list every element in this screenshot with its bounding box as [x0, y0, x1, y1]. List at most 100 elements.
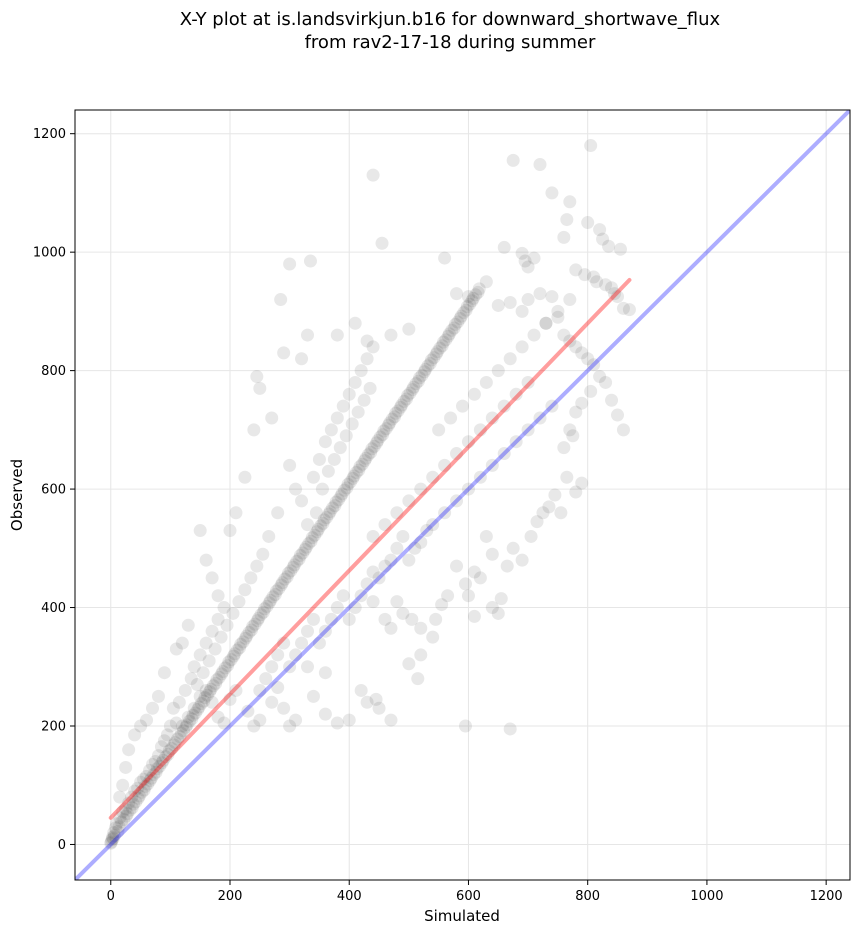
scatter-point: [587, 270, 601, 284]
one-to-one-line: [75, 110, 850, 880]
scatter-point: [342, 612, 356, 626]
scatter-point: [115, 815, 128, 829]
scatter-point: [280, 570, 294, 584]
scatter-point: [378, 559, 392, 573]
scatter-point: [360, 695, 374, 709]
scatter-point: [349, 465, 363, 479]
scatter-point: [438, 251, 452, 265]
scatter-point: [283, 660, 297, 674]
scatter-point: [228, 647, 242, 661]
scatter-point: [299, 540, 313, 554]
scatter-point: [154, 740, 168, 754]
scatter-point: [120, 807, 134, 821]
chart-subtitle: from rav2-17-18 during summer: [305, 32, 596, 53]
scatter-point: [253, 381, 267, 395]
scatter-point: [479, 375, 493, 389]
scatter-point: [227, 649, 241, 663]
scatter-point: [122, 743, 136, 757]
scatter-point: [185, 712, 199, 726]
scatter-point: [306, 470, 320, 484]
scatter-point: [337, 483, 351, 497]
scatter-point: [351, 405, 365, 419]
scatter-point: [193, 648, 207, 662]
scatter-point: [485, 547, 499, 561]
scatter-point: [527, 251, 541, 265]
scatter-point: [494, 592, 508, 606]
scatter-point: [289, 482, 303, 496]
scatter-point: [371, 434, 385, 448]
scatter-point: [159, 750, 173, 764]
scatter-point: [199, 553, 213, 567]
scatter-point: [373, 430, 387, 444]
scatter-point: [106, 832, 120, 846]
scatter-point: [125, 801, 139, 815]
scatter-point: [339, 429, 353, 443]
scatter-point: [174, 726, 188, 740]
scatter-point: [333, 441, 347, 455]
scatter-point: [128, 784, 142, 798]
scatter-point: [472, 282, 486, 296]
scatter-point: [292, 552, 306, 566]
scatter-point: [506, 153, 520, 167]
scatter-point: [140, 713, 154, 727]
scatter-point: [465, 294, 479, 308]
scatter-point: [169, 716, 183, 730]
scatter-point: [262, 529, 276, 543]
scatter-point: [584, 384, 598, 398]
scatter-point: [262, 596, 276, 610]
scatter-point: [491, 364, 505, 378]
scatter-point: [429, 347, 443, 361]
scatter-point: [137, 783, 151, 797]
scatter-point: [274, 293, 288, 307]
scatter-point: [181, 618, 195, 632]
scatter-point: [503, 722, 517, 736]
scatter-point: [375, 236, 389, 250]
scatter-point: [515, 340, 529, 354]
scatter-point: [539, 316, 553, 330]
scatter-point: [419, 362, 433, 376]
scatter-point: [286, 560, 300, 574]
scatter-point: [283, 719, 297, 733]
scatter-point: [402, 322, 416, 336]
scatter-point: [605, 393, 619, 407]
scatter-point: [190, 678, 204, 692]
scatter-point: [323, 505, 337, 519]
scatter-point: [290, 554, 304, 568]
scatter-point: [322, 507, 336, 521]
scatter-point: [256, 547, 270, 561]
scatter-point: [278, 572, 292, 586]
scatter-point: [578, 268, 592, 282]
scatter-point: [218, 661, 232, 675]
scatter-point: [584, 139, 598, 153]
scatter-point: [229, 506, 243, 520]
scatter-point: [432, 423, 446, 437]
scatter-point: [438, 458, 452, 472]
scatter-point: [442, 327, 456, 341]
scatter-point: [346, 471, 360, 485]
scatter-point: [390, 506, 404, 520]
scatter-point: [220, 618, 234, 632]
scatter-point: [407, 380, 421, 394]
scatter-point: [569, 263, 583, 277]
x-tick-label: 200: [218, 889, 243, 904]
scatter-point: [376, 428, 390, 442]
y-axis-label: Observed: [8, 459, 26, 531]
x-axis-label: Simulated: [424, 907, 500, 925]
scatter-point: [216, 665, 230, 679]
scatter-point: [551, 310, 565, 324]
scatter-point: [321, 464, 335, 478]
scatter-point: [471, 285, 485, 299]
scatter-point: [461, 290, 475, 304]
scatter-point: [167, 738, 181, 752]
scatter-point: [330, 328, 344, 342]
scatter-point: [417, 365, 431, 379]
scatter-point: [360, 577, 374, 591]
scatter-point: [306, 612, 320, 626]
scatter-point: [334, 489, 348, 503]
scatter-point: [247, 719, 261, 733]
scatter-point: [143, 763, 157, 777]
scatter-point: [138, 779, 152, 793]
scatter-point: [205, 695, 219, 709]
scatter-point: [236, 635, 250, 649]
scatter-point: [611, 408, 624, 422]
